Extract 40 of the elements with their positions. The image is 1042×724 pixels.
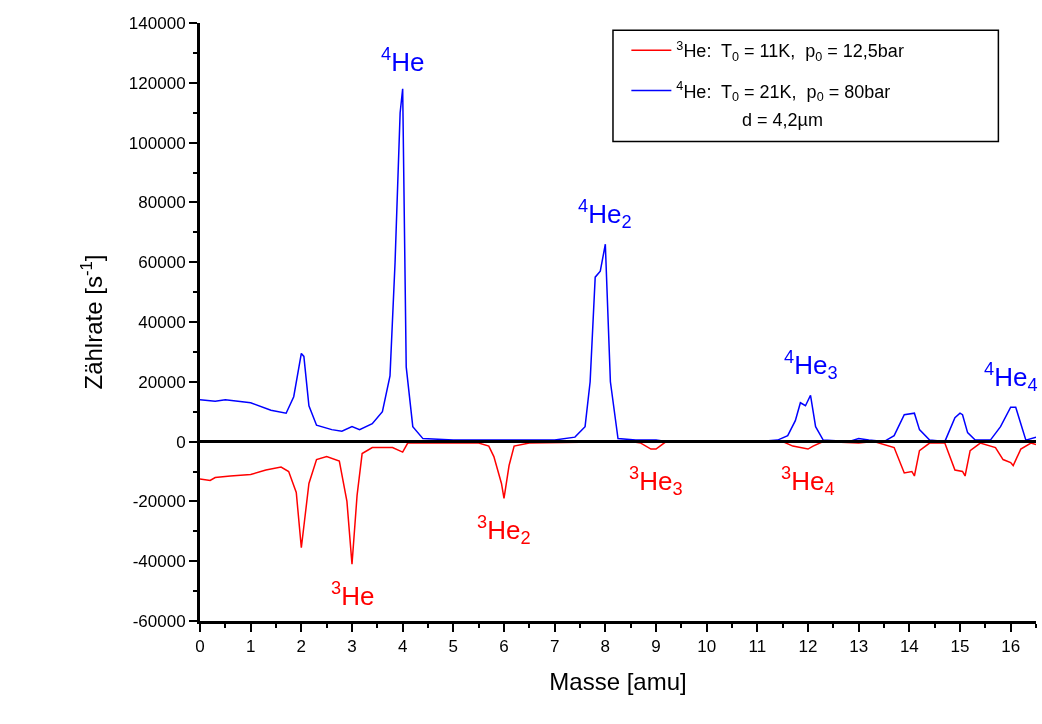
- x-tick-label: 2: [296, 637, 307, 657]
- y-tick-label: 0: [176, 432, 186, 452]
- annotation: $^{4}$He$_{4}$: [984, 359, 1038, 396]
- legend-label: $^{4}$He: T$_{0}$ = 21K, p$_{0}$ = 80bar: [676, 79, 891, 105]
- x-tick-label: 12: [798, 637, 818, 657]
- x-tick-label: 3: [347, 637, 357, 657]
- x-tick-label: 11: [748, 637, 767, 657]
- annotation: $^{3}$He: [331, 578, 375, 611]
- annotation: $^{3}$He$_{3}$: [629, 463, 683, 500]
- x-tick-label: 5: [448, 637, 459, 657]
- x-tick-label: 14: [899, 637, 919, 657]
- annotation: $^{4}$He$_{2}$: [578, 196, 632, 233]
- x-tick-label: 10: [697, 637, 717, 657]
- x-tick-label: 7: [549, 637, 560, 657]
- annotation: $^{3}$He$_{2}$: [477, 512, 531, 549]
- x-axis-title: Masse [amu]: [549, 667, 687, 695]
- y-tick-label: -40000: [132, 552, 186, 572]
- y-tick-label: 20000: [138, 372, 186, 392]
- x-tick-label: 9: [651, 637, 661, 657]
- y-tick-label: -20000: [132, 492, 186, 512]
- y-tick-label: 60000: [138, 253, 186, 273]
- x-tick-label: 16: [1001, 637, 1021, 657]
- y-tick-label: 100000: [128, 133, 186, 153]
- x-tick-label: 1: [245, 637, 256, 657]
- x-tick-label: 6: [499, 637, 509, 657]
- y-tick-label: 120000: [128, 73, 186, 93]
- annotation: d = 4,2µm: [742, 110, 823, 130]
- legend-label: $^{3}$He: T$_{0}$ = 11K, p$_{0}$ = 12,5bar: [676, 38, 904, 64]
- x-tick-label: 4: [397, 637, 408, 657]
- x-tick-label: 15: [950, 637, 970, 657]
- x-tick-label: 8: [600, 637, 611, 657]
- annotation: $^{4}$He: [381, 44, 425, 77]
- y-tick-label: -60000: [132, 611, 186, 631]
- annotation: $^{3}$He$_{4}$: [781, 463, 835, 500]
- x-tick-label: 13: [849, 637, 869, 657]
- y-tick-label: 40000: [138, 312, 186, 332]
- y-tick-label: 140000: [128, 13, 186, 33]
- x-tick-label: 0: [195, 637, 205, 657]
- y-tick-label: 80000: [138, 193, 186, 213]
- annotation: $^{4}$He$_{3}$: [784, 347, 838, 384]
